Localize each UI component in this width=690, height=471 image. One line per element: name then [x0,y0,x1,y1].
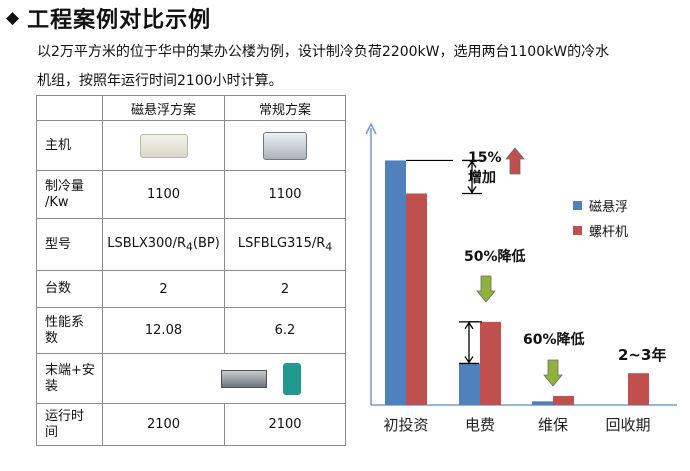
row-label-capacity-line2: /Kw [45,194,69,210]
runtime-conventional: 2100 [224,403,346,446]
intro-paragraph: 以2万平方米的位于华中的某办公楼为例，设计制冷负荷2200kW，选用两台1100… [37,38,677,96]
row-label-terminal-line2: 装 [45,378,59,394]
table-row: 主机 [36,120,346,171]
legend-label-screw: 螺杆机 [589,225,629,240]
table-row: 台数 2 2 [36,270,346,308]
legend-swatch-maglev [573,201,582,210]
legend-item-screw: 螺杆机 [573,221,628,240]
annotation-3-arrow-icon [543,359,563,387]
bar-screw-2 [553,395,574,405]
cop-maglev: 12.08 [102,307,225,354]
x-tick-label-3: 回收期 [605,416,650,434]
pump-icon [283,362,301,395]
table-row: 制冷量 /Kw 1100 1100 [36,170,346,219]
annotation-2-text: 50%降低 [464,248,526,265]
runtime-maglev: 2100 [102,403,225,446]
count-conventional: 2 [224,270,346,308]
comparison-table: 磁悬浮方案 常规方案 主机 制冷量 /Kw 1100 1100 型号 LSBLX… [36,95,346,446]
cost-comparison-chart: 初投资 电费 维保 回收期 15% 增加 50%降低 60%降低 2~3年 [365,122,677,434]
table-header-empty [36,95,103,121]
annotation-1-text: 15% [468,150,502,166]
table-header-conventional: 常规方案 [224,95,346,121]
model-maglev-main: LSBLX300/R [107,235,186,251]
capacity-conventional: 1100 [224,170,346,219]
row-label-cop: 性能系 数 [36,307,103,354]
diamond-bullet-icon: ◆ [6,8,20,28]
row-label-model: 型号 [36,218,103,271]
bar-maglev-0 [385,160,406,405]
model-maglev: LSBLX300/R4(BP) [102,218,225,271]
row-label-capacity: 制冷量 /Kw [36,170,103,219]
row-label-runtime-line1: 运行时 [45,408,85,424]
x-tick-label-2: 维保 [538,416,568,434]
legend-item-maglev: 磁悬浮 [573,196,628,215]
capacity-maglev: 1100 [102,170,225,219]
bar-screw-0 [406,193,427,405]
fan-coil-icon [221,369,267,388]
annotation-4-text: 2~3年 [618,346,666,364]
row-label-cop-line1: 性能系 [45,314,85,330]
table-row: 性能系 数 12.08 6.2 [36,307,346,354]
row-label-terminal: 末端+安 装 [36,353,103,404]
table-row: 型号 LSBLX300/R4(BP) LSFBLG315/R4 [36,218,346,271]
row-label-capacity-line1: 制冷量 [45,178,85,194]
x-tick-label-1: 电费 [465,416,495,434]
intro-line-1: 以2万平方米的位于华中的某办公楼为例，设计制冷负荷2200kW，选用两台1100… [37,44,610,60]
y-axis-arrowhead [365,122,377,135]
annotation-1-dimension-head-bottom [467,186,477,194]
row-label-runtime: 运行时 间 [36,403,103,446]
row-label-count: 台数 [36,270,103,308]
model-conventional-main: LSFBLG315/R [237,235,326,251]
model-maglev-tail: (BP) [192,235,220,251]
bar-maglev-2 [532,401,553,405]
terminal-equipment-cell [102,353,346,404]
maglev-chiller-cell [102,120,225,171]
bar-maglev-1 [459,363,480,405]
row-label-terminal-line1: 末端+安 [45,362,95,378]
count-maglev: 2 [102,270,225,308]
annotation-2-dimension-head-top [464,321,474,330]
bar-screw-3 [628,373,649,405]
legend-label-maglev: 磁悬浮 [589,200,629,215]
maglev-chiller-icon [139,133,188,158]
row-label-host: 主机 [36,120,103,171]
x-tick-label-0: 初投资 [383,416,428,434]
intro-line-2: 机组，按照年运行时间2100小时计算。 [37,73,283,89]
model-conventional: LSFBLG315/R4 [224,218,346,271]
cop-conventional: 6.2 [224,307,346,354]
model-conventional-sub: 4 [325,240,333,254]
screw-chiller-icon [263,131,307,160]
row-label-runtime-line2: 间 [45,424,59,440]
model-maglev-sub: 4 [186,240,193,254]
table-row: 末端+安 装 [36,353,346,404]
legend-swatch-screw [573,226,582,235]
screw-chiller-cell [224,120,346,171]
table-row: 运行时 间 2100 2100 [36,403,346,446]
row-label-cop-line2: 数 [45,330,59,346]
annotation-2-arrow-icon [476,275,496,303]
page-title: 工程案例对比示例 [27,8,212,33]
bar-screw-1 [480,321,501,405]
table-header-maglev: 磁悬浮方案 [102,95,225,121]
annotation-3-text: 60%降低 [523,331,585,348]
annotation-1-arrow-icon [505,147,525,175]
annotation-1-text-2: 增加 [468,169,496,186]
table-header-row: 磁悬浮方案 常规方案 [36,95,346,121]
annotation-2-dimension-head-bottom [464,356,474,364]
title-row: ◆ 工程案例对比示例 [6,2,211,34]
annotation-1-dimension-head-top [467,160,477,168]
